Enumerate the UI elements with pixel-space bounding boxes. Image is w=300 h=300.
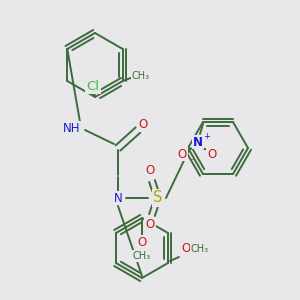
Text: N: N <box>193 136 203 148</box>
Text: CH₃: CH₃ <box>133 251 151 261</box>
Text: N: N <box>114 191 122 205</box>
Text: NH: NH <box>63 122 81 134</box>
Text: CH₃: CH₃ <box>132 71 150 81</box>
Text: O: O <box>182 242 190 256</box>
Text: CH₃: CH₃ <box>191 244 209 254</box>
Text: ⁻: ⁻ <box>189 157 195 167</box>
Text: O: O <box>207 148 217 160</box>
Text: O: O <box>137 236 147 248</box>
Text: O: O <box>146 218 154 232</box>
Text: O: O <box>146 164 154 178</box>
Text: +: + <box>204 131 210 140</box>
Text: S: S <box>153 190 163 206</box>
Text: Cl: Cl <box>86 80 100 92</box>
Text: O: O <box>138 118 148 131</box>
Text: O: O <box>177 148 187 160</box>
